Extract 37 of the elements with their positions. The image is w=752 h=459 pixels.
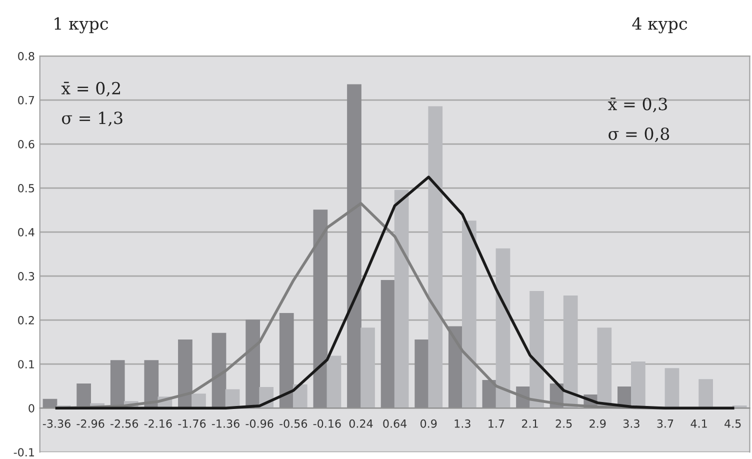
x-tick-label: -0.16 xyxy=(313,419,341,428)
x-tick-label: 1.7 xyxy=(488,420,504,428)
y-tick-label: 0.8 xyxy=(18,52,34,60)
x-tick-label: 2.9 xyxy=(590,419,606,428)
x-tick-label: 2.5 xyxy=(556,419,572,428)
y-tick-label: -0.1 xyxy=(14,448,34,456)
annotation: x̄ = 0,3 xyxy=(608,98,667,112)
x-tick-label: -2.16 xyxy=(144,419,172,428)
x-tick-label: 3.3 xyxy=(623,419,640,428)
x-tick-label: 4.5 xyxy=(724,420,741,428)
x-tick-label: 0.64 xyxy=(383,419,407,428)
annotation: σ = 0,8 xyxy=(608,127,670,142)
y-tick-label: 0 xyxy=(28,404,34,412)
y-tick-label: 0.6 xyxy=(18,140,34,148)
text: 1 курс xyxy=(54,17,108,34)
x-tick-label: -0.96 xyxy=(246,419,274,428)
y-tick-label: 0.7 xyxy=(18,96,34,104)
x-tick-label: 2.1 xyxy=(522,419,538,428)
x-tick-label: 0.24 xyxy=(349,419,373,428)
x-tick-label: -2.56 xyxy=(110,419,138,428)
annotation: σ = 1,3 xyxy=(62,112,122,126)
y-tick-label: 0.1 xyxy=(18,360,34,368)
y-tick-label: 0.2 xyxy=(18,316,34,324)
y-tick-label: 0.5 xyxy=(18,184,34,192)
y-tick-label: 0.3 xyxy=(18,272,34,280)
x-tick-label: 4.1 xyxy=(690,420,707,428)
x-tick-label: 0.9 xyxy=(420,419,437,428)
x-tick-label: -2.96 xyxy=(76,419,104,428)
x-tick-label: 1.3 xyxy=(454,419,470,428)
x-tick-label: -1.36 xyxy=(212,419,240,428)
x-tick-label: -0.56 xyxy=(280,419,308,428)
text: 4 курс xyxy=(632,17,688,34)
x-tick-label: -1.76 xyxy=(178,419,206,428)
x-tick-label: 3.7 xyxy=(657,419,674,428)
annotation: x̄ = 0,2 xyxy=(61,82,120,97)
y-tick-label: 0.4 xyxy=(18,228,34,236)
x-tick-label: -3.36 xyxy=(42,419,70,428)
